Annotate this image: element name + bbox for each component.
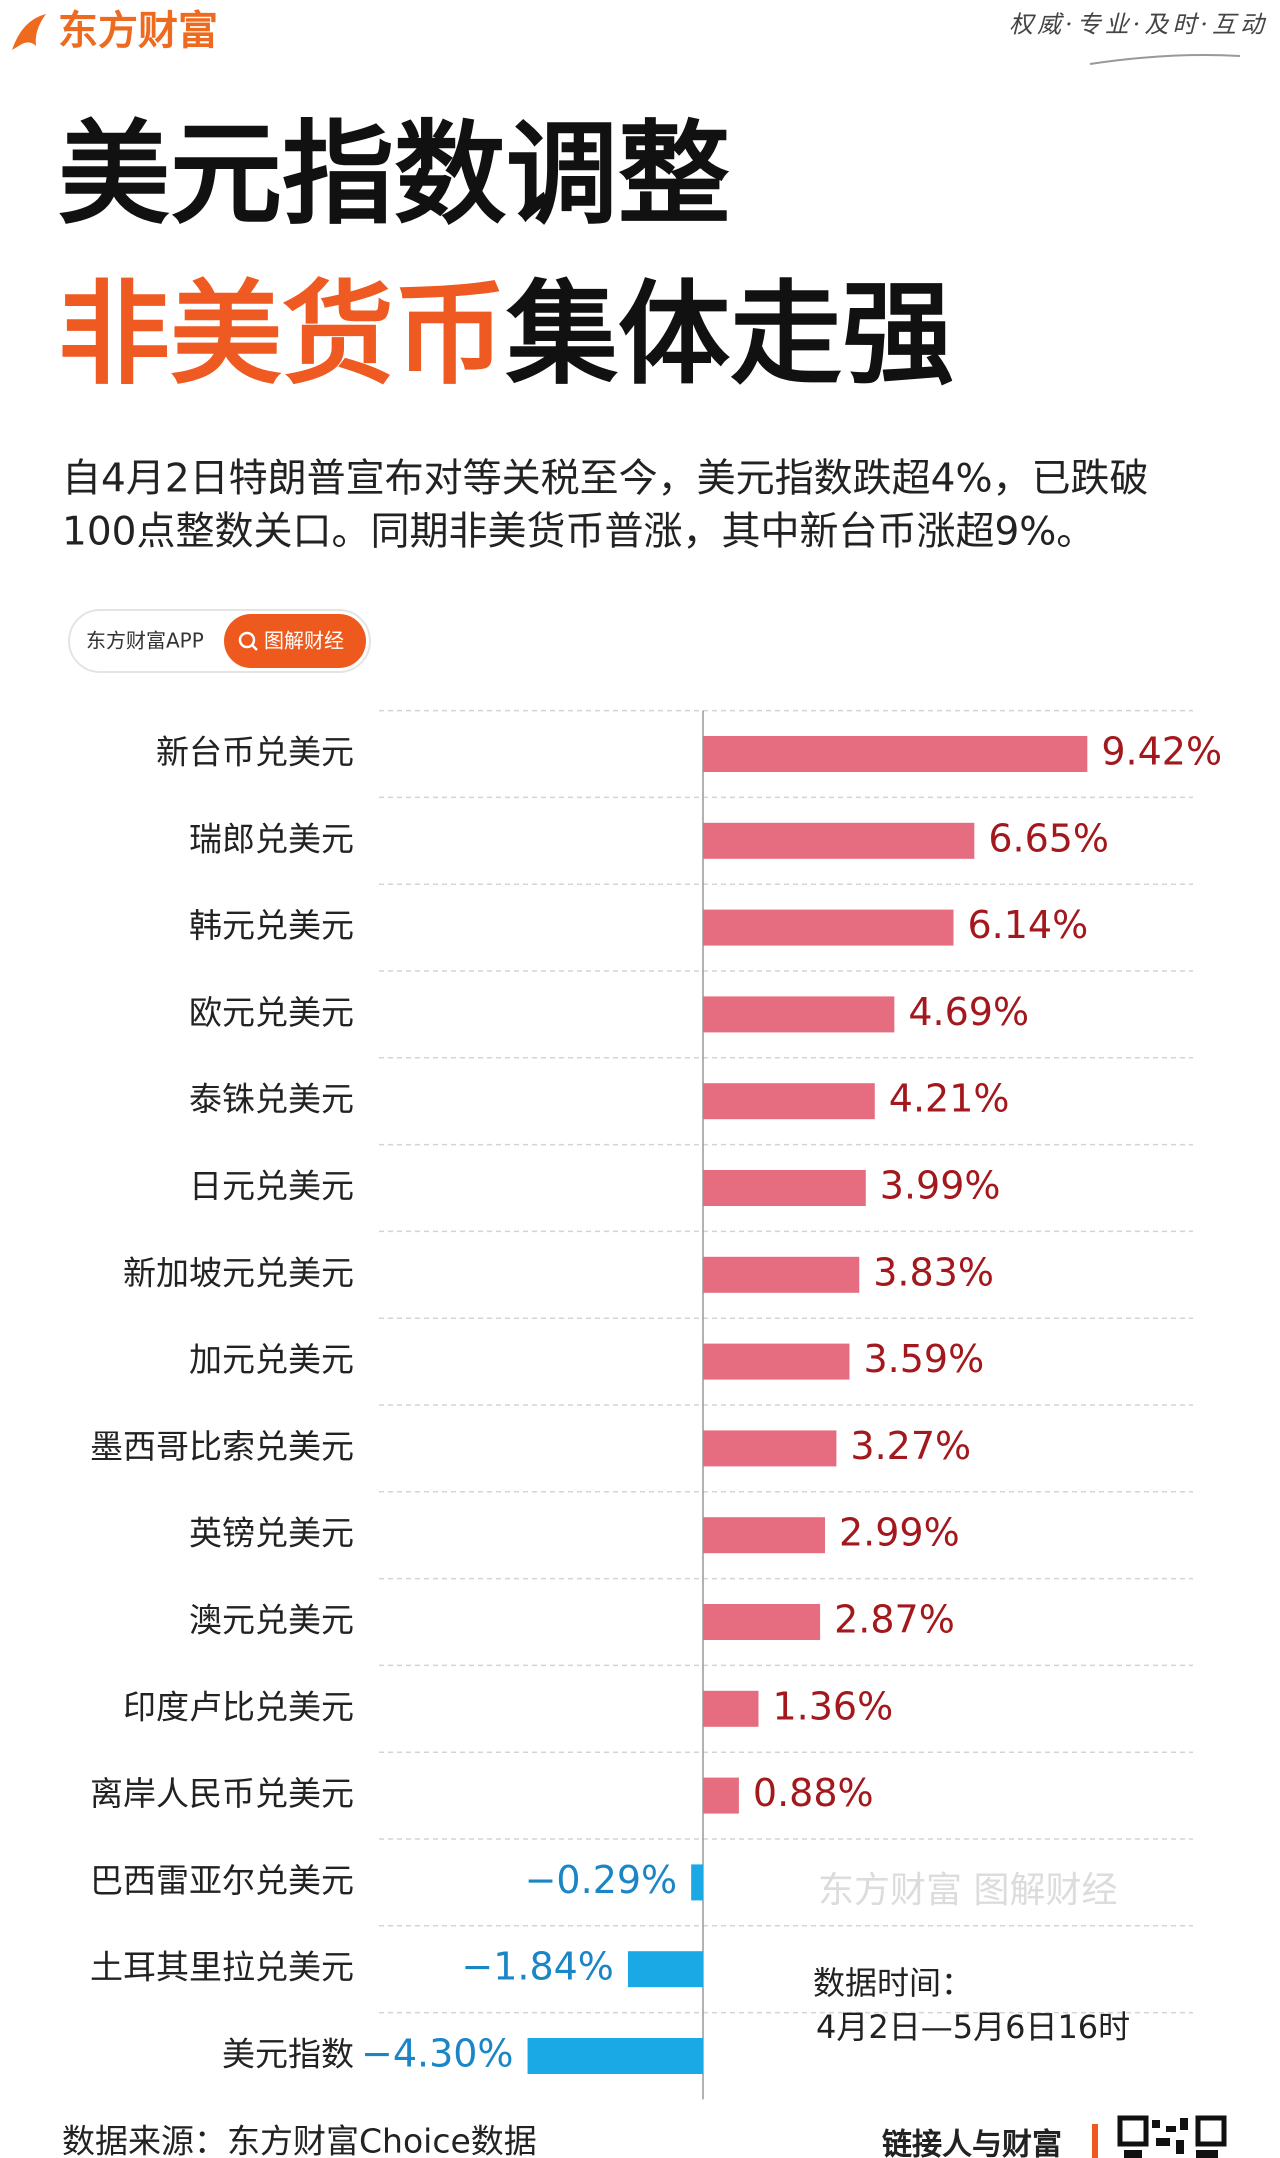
category-label: 巴西雷亚尔兑美元 — [90, 1861, 354, 1900]
value-label: 3.83% — [873, 1250, 994, 1294]
category-label: 加元兑美元 — [189, 1340, 354, 1379]
date-note: 4月2日—5月6日16时 — [816, 2008, 1130, 2046]
bar — [703, 1517, 825, 1554]
value-label: 6.65% — [988, 816, 1109, 860]
bar — [703, 996, 895, 1033]
category-label: 新台币兑美元 — [156, 733, 354, 772]
category-label: 墨西哥比索兑美元 — [90, 1427, 354, 1466]
qr-dot — [1180, 2118, 1188, 2130]
title: 美元指数调整 — [58, 110, 730, 240]
value-label: −1.84% — [461, 1945, 614, 1989]
value-label: 9.42% — [1101, 730, 1222, 774]
value-label: 4.21% — [889, 1077, 1010, 1121]
watermark: 东方财富 图解财经 — [818, 1870, 1117, 1911]
bar-chart: 东方财富 图解财经 新台币兑美元 9.42% 瑞郎兑美元 6.65% 韩元兑美元 6.14%… — [90, 709, 1222, 2100]
category-label: 印度卢比兑美元 — [123, 1687, 354, 1726]
slogan: 权威·专业·及时·互动 — [1009, 11, 1268, 39]
search-icon — [238, 631, 256, 649]
badge: 东方财富APP 图解财经 — [68, 609, 371, 673]
footer-divider — [1092, 2124, 1098, 2158]
category-label: 土耳其里拉兑美元 — [90, 1948, 354, 1987]
qr-dot — [1176, 2140, 1184, 2154]
value-label: 3.59% — [863, 1337, 984, 1381]
subtitle-accent: 非美货币 — [58, 270, 506, 400]
footer-slogan: 链接人与财富 — [882, 2128, 1062, 2158]
description-line: 自4月2日特朗普宣布对等关税至今，美元指数跌超4%，已跌破 — [62, 457, 1149, 502]
bar — [691, 1864, 703, 1901]
qr-code — [1117, 2115, 1228, 2158]
value-label: 1.36% — [772, 1684, 893, 1728]
value-label: −0.29% — [525, 1858, 678, 1902]
bar — [703, 1430, 837, 1467]
value-label: 6.14% — [968, 903, 1089, 947]
qr-dot — [1124, 2150, 1142, 2158]
value-label: 3.99% — [880, 1164, 1001, 1208]
bar — [703, 1256, 860, 1293]
qr-finder — [1195, 2115, 1227, 2147]
bar — [527, 2038, 703, 2074]
logo-icon — [12, 14, 46, 50]
subtitle-rest: 集体走强 — [505, 270, 954, 400]
value-label: −4.30% — [361, 2032, 514, 2076]
logo: 东方财富 — [12, 8, 218, 54]
badge-app: 东方财富APP — [86, 629, 204, 653]
category-label: 离岸人民币兑美元 — [90, 1774, 354, 1813]
qr-dot — [1156, 2138, 1170, 2146]
value-label: 2.99% — [839, 1511, 960, 1555]
logo-text: 东方财富 — [58, 8, 218, 54]
category-label: 韩元兑美元 — [189, 906, 354, 945]
category-label: 泰铢兑美元 — [189, 1080, 354, 1119]
bar — [703, 909, 954, 946]
badge-tag: 图解财经 — [264, 629, 344, 653]
qr-dot — [1152, 2120, 1160, 2128]
category-label: 瑞郎兑美元 — [189, 819, 354, 858]
category-label: 澳元兑美元 — [189, 1601, 354, 1640]
value-label: 3.27% — [850, 1424, 971, 1468]
source: 数据来源：东方财富Choice数据 — [62, 2122, 537, 2158]
qr-dot — [1196, 2150, 1218, 2158]
category-label: 新加坡元兑美元 — [123, 1253, 354, 1292]
badge-tag-bg — [224, 614, 366, 668]
category-label: 美元指数 — [222, 2035, 354, 2074]
bar — [703, 1777, 739, 1814]
qr-finder — [1117, 2115, 1149, 2147]
category-label: 英镑兑美元 — [189, 1514, 354, 1553]
qr-dot — [1166, 2126, 1176, 2132]
bar — [703, 1604, 821, 1640]
value-label: 4.69% — [908, 990, 1029, 1034]
value-label: 0.88% — [753, 1771, 874, 1815]
bar — [703, 822, 975, 859]
description-line: 100点整数关口。同期非美货币普涨，其中新台币涨超9%。 — [62, 510, 1095, 555]
search-icon — [251, 644, 258, 651]
bar — [703, 1083, 875, 1120]
bar — [703, 1343, 850, 1380]
category-label: 日元兑美元 — [189, 1167, 354, 1206]
bar — [703, 1170, 866, 1206]
bar — [703, 736, 1088, 772]
bar — [703, 1690, 759, 1727]
category-label: 欧元兑美元 — [189, 993, 354, 1032]
subtitle: 非美货币集体走强 — [58, 270, 954, 400]
date-note: 数据时间： — [813, 1964, 973, 2002]
value-label: 2.87% — [834, 1598, 955, 1642]
slogan-swash — [1089, 54, 1241, 65]
bar — [627, 1951, 703, 1988]
